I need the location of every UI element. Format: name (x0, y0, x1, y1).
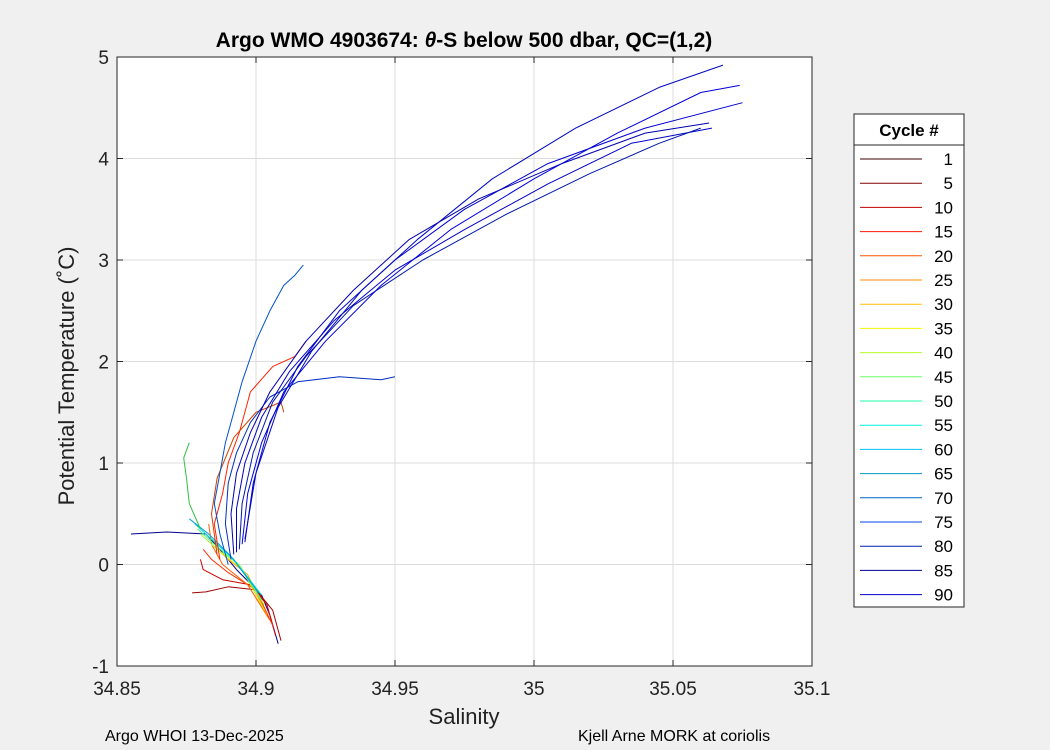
series-line (241, 84, 740, 545)
x-tick-label: 35.05 (649, 679, 697, 700)
legend-title: Cycle # (879, 121, 939, 140)
legend-entry-label: 35 (934, 319, 953, 338)
series-line (202, 548, 274, 626)
footer-left: Argo WHOI 13-Dec-2025 (105, 728, 284, 745)
y-tick-label: 3 (98, 251, 109, 272)
series-line (194, 523, 262, 596)
series-line (238, 127, 701, 550)
legend-entry-label: 25 (934, 271, 953, 290)
y-tick-label: 1 (98, 454, 109, 475)
x-tick-label: 34.95 (371, 679, 419, 700)
series-line (230, 122, 710, 555)
legend-entry-label: 45 (934, 368, 953, 387)
footer-right: Kjell Arne MORK at coriolis (578, 728, 770, 745)
x-tick-label: 34.9 (238, 679, 275, 700)
grid (117, 57, 812, 666)
legend-entry-label: 40 (934, 344, 953, 363)
x-axis-label: Salinity (429, 704, 500, 729)
y-tick-label: 4 (98, 150, 109, 171)
legend-entry-label: 60 (934, 440, 953, 459)
legend-entry-label: 70 (934, 489, 953, 508)
legend-entry-label: 30 (934, 295, 953, 314)
legend-entry-label: 1 (944, 150, 953, 169)
y-tick-label: -1 (92, 657, 109, 678)
series-line (183, 442, 201, 530)
y-tick-label: 2 (98, 353, 109, 374)
x-tick-label: 35 (523, 679, 544, 700)
y-tick-label: 5 (98, 48, 109, 69)
legend-entry-label: 50 (934, 392, 953, 411)
x-tick-label: 35.1 (794, 679, 831, 700)
legend: Cycle # 15101520253035404550556065707580… (853, 113, 965, 608)
legend-entry-label: 55 (934, 416, 953, 435)
legend-entry-label: 15 (934, 223, 953, 242)
series-line (192, 586, 282, 641)
series-line (208, 523, 271, 621)
legend-entry-label: 20 (934, 247, 953, 266)
series-line (213, 340, 307, 560)
series-line (236, 127, 712, 553)
legend-entry-label: 65 (934, 465, 953, 484)
series-layer (130, 64, 743, 644)
series-line (213, 264, 304, 565)
legend-box (853, 113, 965, 608)
x-tick-label: 34.85 (93, 679, 141, 700)
legend-entry-label: 85 (934, 561, 953, 580)
series-line (244, 64, 724, 540)
legend-entry-label: 5 (944, 174, 953, 193)
series-line (224, 376, 396, 560)
legend-entry-label: 80 (934, 537, 953, 556)
y-tick-label: 0 (98, 556, 109, 577)
ticks: 34.85 34.9 34.95 35 35.05 35.1 -1 0 1 2 3 4 5 (92, 48, 830, 700)
y-axis-label: Potential Temperature (˚C) (54, 247, 79, 506)
legend-entry-label: 90 (934, 586, 953, 605)
series-line (199, 559, 276, 636)
legend-entry-label: 10 (934, 198, 953, 217)
chart-title: Argo WMO 4903674: θ-S below 500 dbar, QC… (216, 29, 713, 52)
legend-entry-label: 75 (934, 513, 953, 532)
